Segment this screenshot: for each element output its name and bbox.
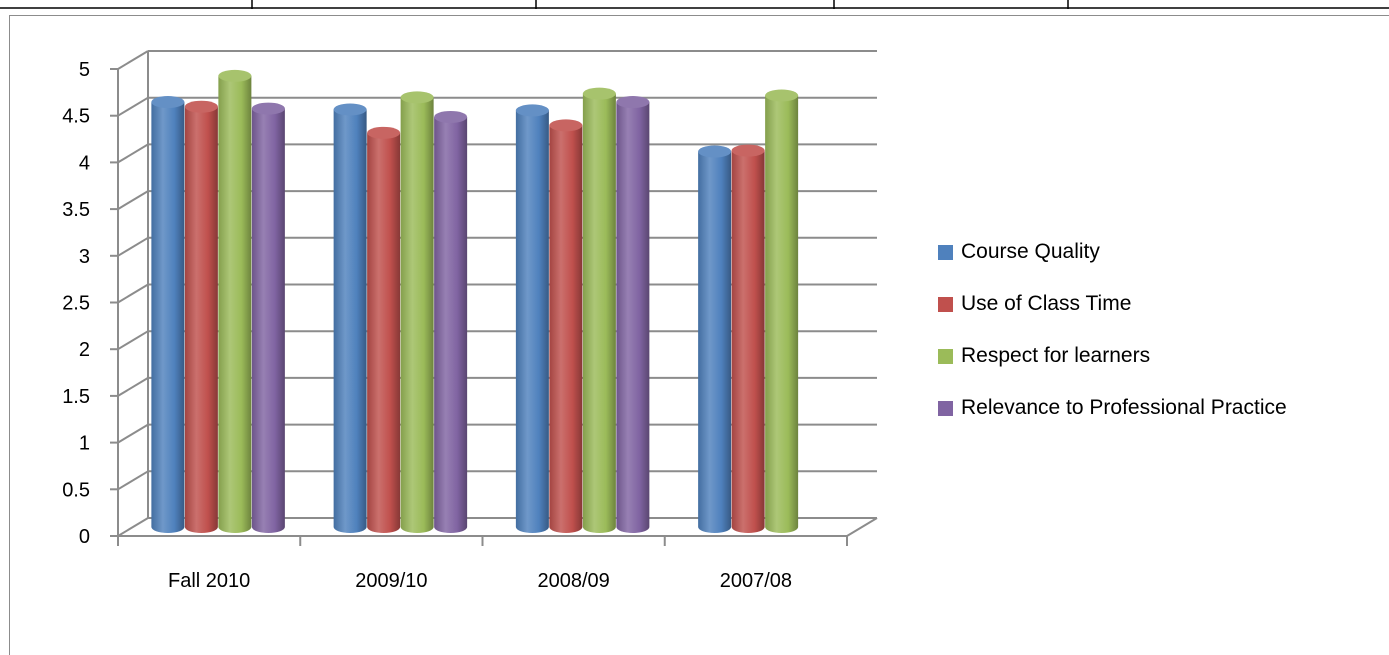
chart-area-frame [9, 15, 1389, 655]
y-tick-label: 3.5 [62, 199, 90, 221]
bar-top [515, 104, 549, 117]
bar [400, 97, 434, 534]
y-tick-label: 4.5 [62, 106, 90, 128]
legend-label: Course Quality [961, 240, 1100, 263]
legend: Course Quality Use of Class Time Respect f… [938, 226, 1287, 434]
x-tick-label: Fall 2010 [168, 570, 250, 592]
gridline-side [117, 190, 149, 210]
tick-labels: 0 0.5 1 1.5 2 2.5 3 3.5 4 4.5 5 Fall 2010 2009/10 200… [62, 59, 792, 592]
legend-item: Course Quality [938, 226, 1287, 278]
bar-top [582, 87, 616, 100]
y-tick-label: 2 [79, 339, 90, 361]
x-tick-label: 2007/08 [720, 570, 792, 592]
bar [367, 132, 401, 534]
bar [434, 116, 468, 533]
gridline-side [117, 517, 149, 537]
legend-label: Respect for learners [961, 344, 1151, 367]
bar [251, 108, 285, 534]
gridline-side [117, 470, 149, 491]
gridline-side [117, 50, 149, 70]
y-tick-label: 4 [79, 152, 90, 174]
gridline-side [117, 96, 149, 117]
floor-right-edge [846, 517, 878, 537]
x-tick-label: 2009/10 [355, 570, 427, 592]
gridline-side [117, 423, 149, 444]
legend-item: Relevance to Professional Practice [938, 382, 1287, 434]
gridline-side [117, 377, 149, 397]
bar [151, 102, 185, 533]
bar-top [549, 119, 583, 132]
gridline-side [117, 283, 149, 304]
bar-top [765, 89, 799, 102]
y-tick-label: 5 [79, 59, 90, 81]
bar-top [251, 102, 285, 115]
gridline-side [117, 143, 149, 164]
table-border-strip [0, 0, 1389, 9]
gridline-side [117, 236, 149, 257]
bar [184, 106, 218, 533]
bar [582, 93, 616, 534]
bar-top [400, 91, 434, 104]
legend-item: Respect for learners [938, 330, 1287, 382]
bar-top [731, 144, 765, 157]
bar [731, 150, 765, 533]
legend-swatch [938, 296, 953, 312]
bar-top [434, 110, 468, 123]
bar [218, 75, 252, 534]
y-tick-label: 1.5 [62, 386, 90, 408]
bar-top [616, 96, 650, 109]
legend-item: Use of Class Time [938, 278, 1287, 330]
y-tick-label: 3 [79, 246, 90, 268]
bar-chart: 0 0.5 1 1.5 2 2.5 3 3.5 4 4.5 5 Fall 2010 2009/10 200… [62, 50, 878, 592]
y-tick-label: 0.5 [62, 479, 90, 501]
axes [110, 68, 878, 546]
bar-top [151, 96, 185, 109]
legend-swatch [938, 244, 953, 260]
bar [765, 95, 799, 533]
bar-top [218, 69, 252, 82]
bar-top [184, 100, 218, 113]
bar [515, 110, 549, 533]
bar [698, 151, 732, 534]
bar [333, 109, 367, 533]
bar [616, 102, 650, 533]
legend-swatch [938, 400, 953, 416]
y-tick-label: 0 [79, 526, 90, 548]
legend-swatch [938, 348, 953, 364]
bar-top [698, 145, 732, 158]
legend-label: Relevance to Professional Practice [961, 396, 1287, 419]
bar-top [367, 126, 401, 139]
gridline-side [117, 330, 149, 351]
y-tick-label: 2.5 [62, 293, 90, 315]
bars [151, 69, 799, 534]
legend-label: Use of Class Time [961, 292, 1132, 315]
bar [549, 125, 583, 533]
y-tick-label: 1 [79, 433, 90, 455]
bar-top [333, 103, 367, 116]
x-tick-label: 2008/09 [537, 570, 609, 592]
